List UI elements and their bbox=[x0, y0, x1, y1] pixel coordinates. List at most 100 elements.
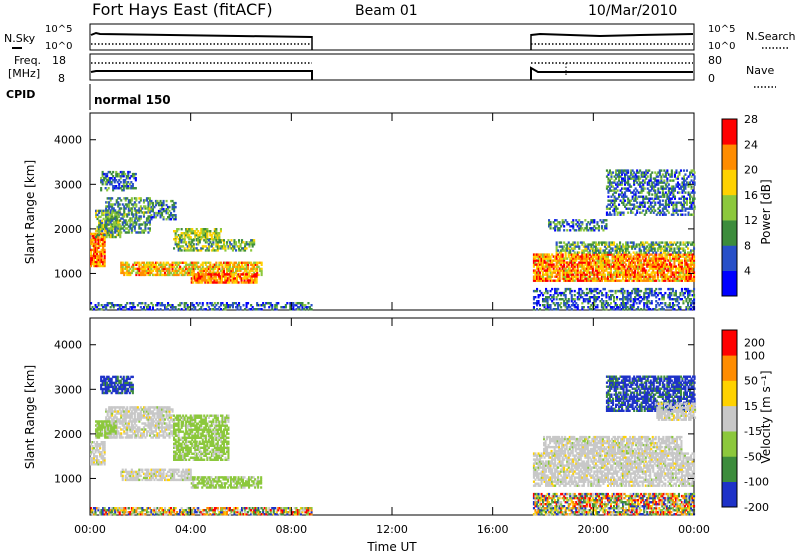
range-cell bbox=[115, 211, 118, 214]
range-cell bbox=[618, 173, 621, 176]
range-cell bbox=[646, 263, 649, 266]
range-cell bbox=[655, 257, 658, 260]
range-cell bbox=[147, 308, 150, 311]
range-cell bbox=[209, 263, 212, 266]
range-cell bbox=[242, 247, 245, 250]
range-cell bbox=[151, 306, 154, 309]
range-cell bbox=[640, 189, 643, 192]
range-cell bbox=[158, 267, 161, 271]
range-cell bbox=[688, 308, 691, 311]
range-cell bbox=[685, 273, 688, 276]
range-cell bbox=[189, 261, 192, 264]
range-cell bbox=[679, 277, 682, 280]
range-cell bbox=[687, 247, 690, 250]
range-cell bbox=[182, 245, 185, 248]
range-cell bbox=[546, 277, 549, 280]
range-cell bbox=[679, 269, 682, 272]
range-cell bbox=[676, 300, 679, 303]
range-cell bbox=[114, 229, 117, 232]
range-cell bbox=[675, 177, 678, 180]
range-cell bbox=[660, 169, 663, 172]
range-cell bbox=[614, 265, 617, 268]
range-cell bbox=[644, 289, 647, 293]
range-cell bbox=[174, 232, 177, 235]
range-cell bbox=[676, 257, 679, 260]
range-cell bbox=[658, 287, 661, 291]
range-cell bbox=[648, 193, 651, 196]
range-cell bbox=[566, 223, 569, 226]
range-cell bbox=[643, 243, 646, 246]
range-cell bbox=[626, 306, 629, 309]
range-cell bbox=[664, 302, 667, 305]
range-cell bbox=[590, 263, 593, 266]
range-cell bbox=[203, 239, 206, 242]
range-cell bbox=[218, 232, 221, 235]
range-cell bbox=[662, 259, 665, 262]
range-cell bbox=[113, 181, 116, 184]
range-cell bbox=[613, 243, 616, 246]
range-cell bbox=[245, 281, 248, 284]
range-cell bbox=[105, 304, 108, 307]
range-cell bbox=[542, 279, 545, 282]
range-cell bbox=[159, 308, 162, 311]
range-cell bbox=[685, 271, 688, 274]
range-cell bbox=[555, 298, 558, 301]
range-cell bbox=[661, 199, 664, 202]
range-cell bbox=[635, 257, 638, 260]
range-cell bbox=[98, 225, 101, 229]
range-cell bbox=[275, 308, 278, 311]
range-cell bbox=[210, 275, 213, 278]
range-cell bbox=[194, 265, 197, 269]
range-cell bbox=[253, 261, 256, 264]
range-cell bbox=[662, 277, 665, 280]
range-cell bbox=[164, 271, 167, 275]
range-cell bbox=[228, 263, 231, 266]
range-cell bbox=[109, 302, 112, 305]
range-cell bbox=[235, 265, 238, 269]
range-cell bbox=[138, 215, 141, 218]
range-cell bbox=[256, 308, 259, 311]
range-cell bbox=[635, 308, 638, 311]
range-cell bbox=[673, 255, 676, 258]
power-colorbar-label: Power [dB] bbox=[759, 179, 773, 244]
range-cell bbox=[602, 277, 605, 280]
range-cell bbox=[684, 197, 687, 200]
range-cell bbox=[622, 199, 625, 202]
range-cell bbox=[210, 243, 213, 246]
freq-tick-bottom: 8 bbox=[58, 72, 65, 85]
range-cell bbox=[639, 183, 642, 186]
range-cell bbox=[113, 179, 116, 182]
range-cell bbox=[101, 213, 104, 217]
range-cell bbox=[570, 279, 573, 282]
range-cell bbox=[597, 241, 600, 244]
range-cell bbox=[114, 211, 117, 214]
range-cell bbox=[271, 306, 274, 309]
range-cell bbox=[239, 273, 242, 276]
range-cell bbox=[215, 236, 218, 239]
freq-label-1: Freq. bbox=[14, 54, 41, 67]
range-cell bbox=[250, 249, 253, 252]
range-cell bbox=[624, 191, 627, 194]
range-cell bbox=[191, 232, 194, 235]
range-cell bbox=[96, 246, 99, 250]
range-cell bbox=[304, 304, 307, 307]
range-cell bbox=[615, 199, 618, 202]
range-cell bbox=[605, 294, 608, 297]
range-cell bbox=[548, 259, 551, 262]
range-cell bbox=[609, 298, 612, 301]
range-cell bbox=[563, 294, 566, 297]
range-cell bbox=[642, 173, 645, 176]
range-cell bbox=[122, 170, 125, 174]
range-cell bbox=[120, 199, 123, 202]
range-cell bbox=[103, 256, 106, 260]
range-cell bbox=[603, 227, 606, 230]
range-cell bbox=[647, 247, 650, 250]
range-cell bbox=[690, 213, 693, 216]
range-cell bbox=[537, 259, 540, 262]
range-cell bbox=[223, 279, 226, 282]
range-cell bbox=[581, 275, 584, 278]
range-cell bbox=[603, 304, 606, 307]
range-cell bbox=[634, 269, 637, 272]
range-cell bbox=[557, 221, 560, 224]
range-cell bbox=[652, 294, 655, 297]
